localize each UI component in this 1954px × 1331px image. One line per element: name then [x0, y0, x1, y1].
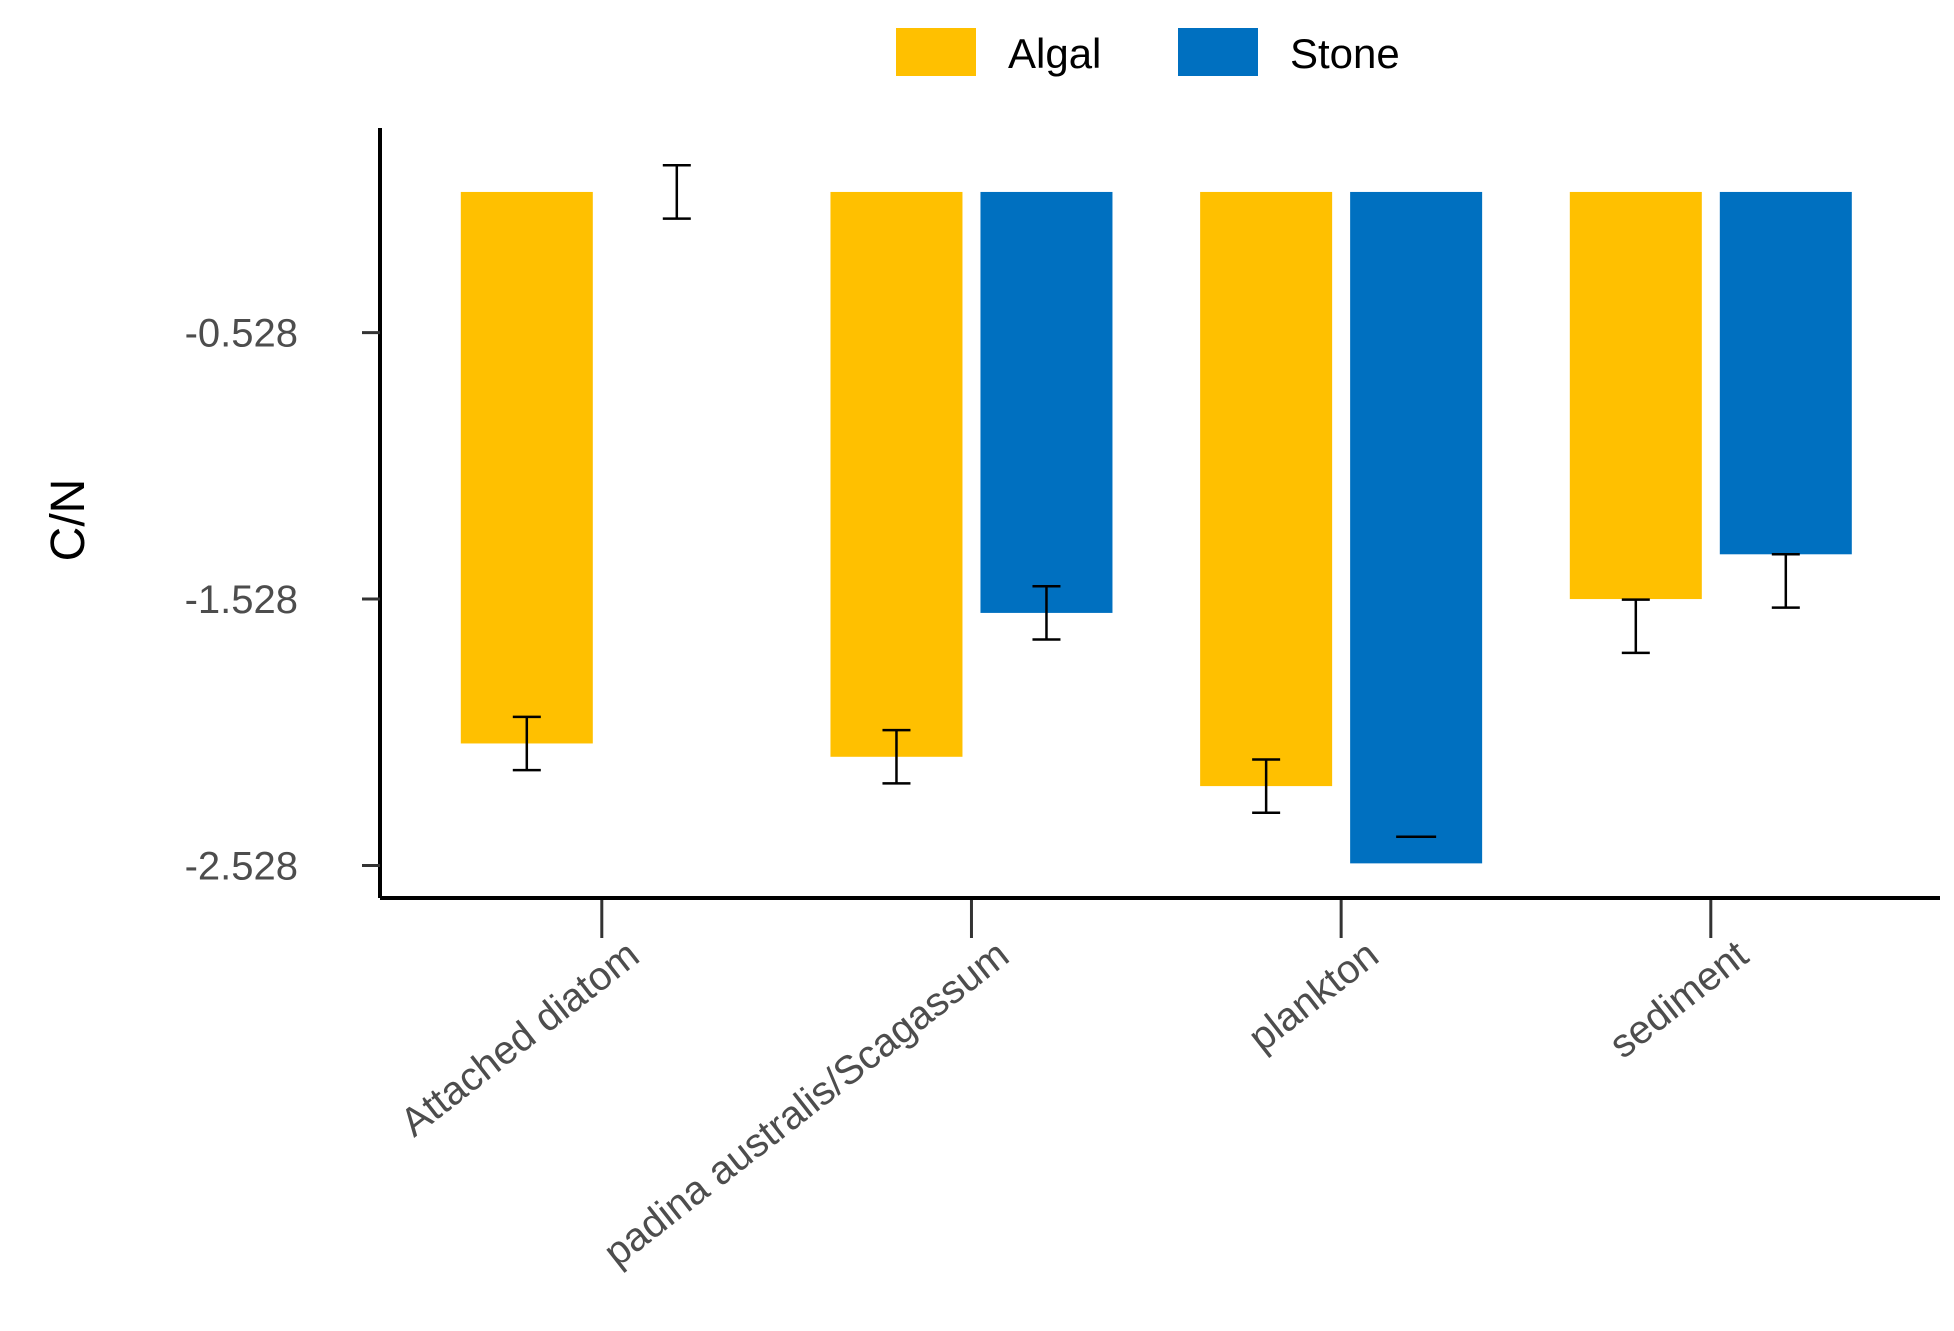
error-bars	[512, 164, 1800, 838]
error-bar-stone-padina-australis-scagassum	[1032, 585, 1061, 641]
y-axis-title: C/N	[42, 479, 95, 562]
error-bar-stone-attached-diatom	[662, 164, 691, 220]
legend-label-algal: Algal	[1008, 30, 1101, 77]
bar-algal-plankton	[1200, 191, 1333, 787]
bar-stone-sediment	[1719, 191, 1852, 555]
bar-stone-padina-australis-scagassum	[980, 191, 1113, 613]
y-tick-label: -2.528	[185, 844, 298, 888]
legend-swatch-algal	[896, 28, 976, 76]
bar-algal-sediment	[1569, 191, 1702, 600]
axes	[378, 128, 1940, 900]
x-tick-label-plankton: plankton	[1240, 932, 1386, 1060]
bars	[460, 191, 1852, 864]
legend: Algal Stone	[896, 28, 1400, 77]
x-tick-label-attached-diatom: Attached diatom	[392, 932, 647, 1145]
error-bar-algal-attached-diatom	[512, 715, 541, 772]
error-bar-algal-padina-australis-scagassum	[882, 728, 911, 785]
y-ticks: -0.528 -1.528 -2.528	[185, 312, 380, 888]
bar-stone-plankton	[1350, 191, 1483, 864]
x-tick-label-sediment: sediment	[1601, 932, 1756, 1067]
legend-label-stone: Stone	[1290, 30, 1400, 77]
x-tick-label-padina-australis-scagassum: padina australis/Scagassum	[596, 932, 1017, 1275]
y-tick-label: -0.528	[185, 312, 298, 356]
legend-item-algal: Algal	[896, 28, 1101, 77]
legend-swatch-stone	[1178, 28, 1258, 76]
legend-item-stone: Stone	[1178, 28, 1400, 77]
error-bar-stone-sediment	[1771, 553, 1800, 609]
error-bar-algal-sediment	[1621, 598, 1650, 655]
bar-algal-attached-diatom	[460, 191, 593, 744]
bar-algal-padina-australis-scagassum	[830, 191, 963, 757]
error-bar-algal-plankton	[1252, 758, 1281, 814]
y-tick-label: -1.528	[185, 578, 298, 622]
